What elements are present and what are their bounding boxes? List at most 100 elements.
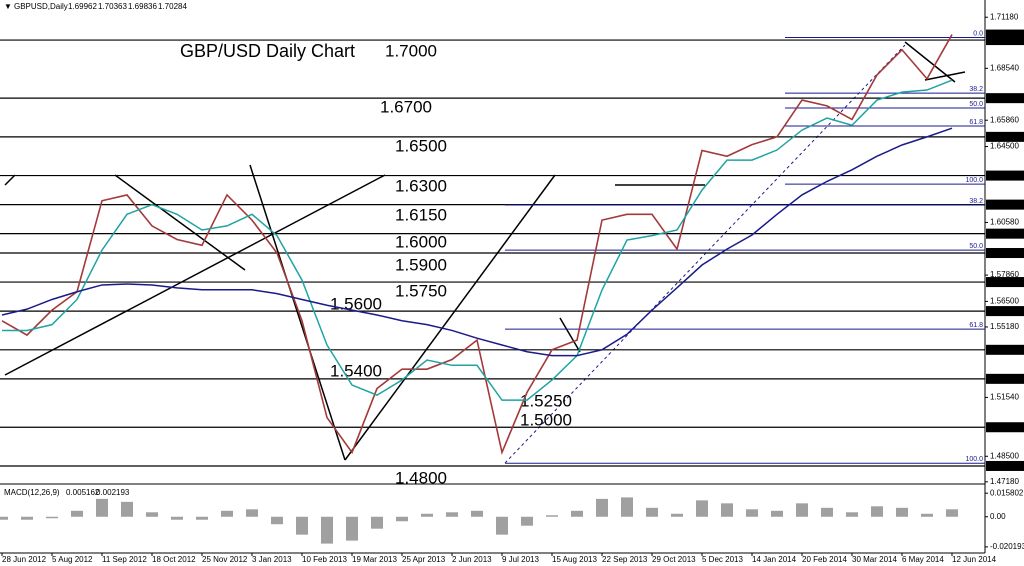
x-tick-label: 18 Oct 2012 bbox=[152, 555, 196, 564]
fib-label: 50.0 bbox=[969, 243, 983, 250]
level-axis-box bbox=[986, 422, 1024, 433]
level-label: 1.6000 bbox=[395, 232, 447, 251]
x-tick-label: 9 Jul 2013 bbox=[502, 555, 539, 564]
level-axis-box bbox=[986, 248, 1024, 259]
macd-bar bbox=[696, 500, 708, 517]
fib-label: 61.8 bbox=[969, 322, 983, 329]
x-tick-label: 25 Nov 2012 bbox=[202, 555, 248, 564]
fib-label: 38.2 bbox=[969, 86, 983, 93]
x-tick-label: 6 May 2014 bbox=[902, 555, 944, 564]
macd-y-tick-label: 0.00 bbox=[990, 512, 1006, 521]
x-tick-label: 11 Sep 2012 bbox=[102, 555, 147, 564]
chart-title: GBP/USD Daily Chart bbox=[180, 41, 355, 61]
level-axis-box bbox=[986, 228, 1024, 239]
macd-bar bbox=[271, 516, 283, 525]
level-label: 1.5900 bbox=[395, 255, 447, 274]
macd-bar bbox=[721, 503, 733, 517]
macd-bar bbox=[196, 516, 208, 520]
moving-average bbox=[2, 79, 953, 401]
macd-bar bbox=[321, 516, 333, 544]
x-tick-label: 28 Jun 2012 bbox=[2, 555, 47, 564]
x-tick-label: 25 Apr 2013 bbox=[402, 555, 446, 564]
current-price-label: 1.70284 bbox=[990, 30, 1019, 39]
macd-bar bbox=[946, 509, 958, 517]
level-axis-box bbox=[986, 460, 1024, 471]
level-axis-label: 1.65000 bbox=[990, 132, 1019, 141]
macd-bar bbox=[671, 513, 683, 517]
y-tick-label: 1.71180 bbox=[990, 12, 1019, 21]
level-axis-label: 1.54000 bbox=[990, 345, 1019, 354]
y-tick-label: 1.68540 bbox=[990, 63, 1019, 72]
level-axis-label: 1.52500 bbox=[990, 374, 1019, 383]
fib-label: 100.0 bbox=[965, 456, 983, 463]
x-tick-label: 10 Feb 2013 bbox=[302, 555, 347, 564]
macd-bar bbox=[396, 516, 408, 522]
macd-bar bbox=[471, 510, 483, 517]
level-label: 1.6500 bbox=[395, 136, 447, 155]
macd-bar bbox=[0, 516, 8, 520]
x-tick-label: 20 Feb 2014 bbox=[802, 555, 847, 564]
x-tick-label: 5 Dec 2013 bbox=[702, 555, 743, 564]
macd-bar bbox=[46, 516, 58, 519]
macd-bar bbox=[746, 509, 758, 517]
macd-bar bbox=[771, 510, 783, 517]
x-tick-label: 2 Jun 2013 bbox=[452, 555, 492, 564]
macd-bar bbox=[571, 510, 583, 517]
level-axis-label: 1.63000 bbox=[990, 171, 1019, 180]
macd-bar bbox=[621, 497, 633, 517]
trend-lines bbox=[4, 41, 966, 461]
x-tick-label: 3 Jan 2013 bbox=[252, 555, 292, 564]
macd-bar bbox=[521, 516, 533, 526]
level-label: 1.7000 bbox=[385, 41, 437, 60]
level-label: 1.5400 bbox=[330, 361, 382, 380]
header-open: 1.69962 bbox=[68, 2, 97, 11]
current-price-box bbox=[986, 29, 1024, 40]
header-close: 1.70284 bbox=[158, 2, 187, 11]
x-tick-label: 15 Aug 2013 bbox=[552, 555, 597, 564]
fib-label: 50.0 bbox=[969, 101, 983, 108]
header-high: 1.70363 bbox=[98, 2, 127, 11]
macd-bar bbox=[21, 516, 33, 520]
macd-bar bbox=[421, 513, 433, 517]
header-low: 1.69836 bbox=[128, 2, 157, 11]
y-tick-label: 1.64500 bbox=[990, 142, 1019, 151]
y-tick-label: 1.65860 bbox=[990, 115, 1019, 124]
level-axis-label: 1.59000 bbox=[990, 248, 1019, 257]
macd-bar bbox=[121, 501, 133, 517]
macd-bar bbox=[96, 498, 108, 517]
y-tick-label: 1.55180 bbox=[990, 322, 1019, 331]
level-label: 1.6150 bbox=[395, 205, 447, 224]
y-tick-label: 1.56500 bbox=[990, 297, 1019, 306]
level-axis-box bbox=[986, 93, 1024, 104]
y-tick-label: 1.47180 bbox=[990, 477, 1019, 486]
symbol: GBPUSD,Daily bbox=[14, 2, 68, 11]
macd-bar bbox=[496, 516, 508, 535]
macd-bar bbox=[446, 512, 458, 517]
macd-bar bbox=[846, 512, 858, 517]
moving-average bbox=[1, 127, 953, 357]
macd-bar bbox=[796, 503, 808, 517]
level-axis-label: 1.48000 bbox=[990, 461, 1019, 470]
macd-y-tick-label: 0.015802 bbox=[990, 488, 1024, 497]
macd-bar bbox=[596, 498, 608, 517]
level-axis-box bbox=[986, 373, 1024, 384]
level-axis-label: 1.56000 bbox=[990, 306, 1019, 315]
macd-label: MACD(12,26,9) bbox=[4, 488, 60, 497]
fib-label: 0.0 bbox=[973, 30, 983, 37]
menu-arrow[interactable]: ▼ bbox=[4, 2, 12, 11]
fib-label: 61.8 bbox=[969, 119, 983, 126]
level-axis-box bbox=[986, 199, 1024, 210]
x-tick-label: 30 Mar 2014 bbox=[852, 555, 897, 564]
level-label: 1.5250 bbox=[520, 391, 572, 410]
price-line bbox=[1, 34, 953, 456]
level-axis-label: 1.57500 bbox=[990, 277, 1019, 286]
level-axis-label: 1.60000 bbox=[990, 229, 1019, 238]
macd-y-tick-label: -0.020193 bbox=[990, 542, 1024, 551]
level-axis-box bbox=[986, 131, 1024, 142]
level-axis-label: 1.67000 bbox=[990, 93, 1019, 102]
level-axis-label: 1.61500 bbox=[990, 200, 1019, 209]
macd-bar bbox=[921, 513, 933, 517]
fib-trend-line bbox=[504, 44, 906, 464]
level-axis-box bbox=[986, 35, 1024, 46]
